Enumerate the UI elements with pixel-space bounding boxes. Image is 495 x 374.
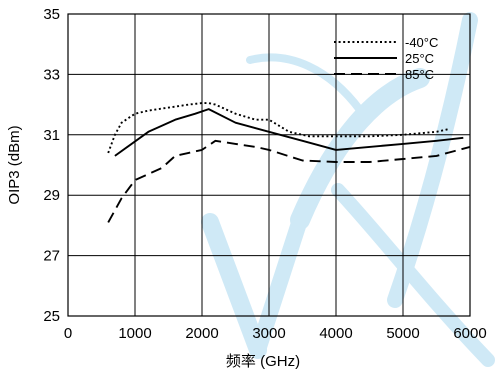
x-tick-label: 1000 bbox=[118, 325, 151, 342]
series-layer bbox=[107, 102, 471, 223]
x-tick-label: 3000 bbox=[252, 325, 285, 342]
x-axis-ticks: 0 1000 2000 3000 4000 5000 6000 bbox=[64, 325, 487, 342]
y-tick-label: 27 bbox=[43, 248, 60, 265]
x-tick-label: 0 bbox=[64, 325, 72, 342]
watermark-stroke bbox=[387, 12, 478, 308]
x-tick-label: 4000 bbox=[319, 325, 352, 342]
watermark-stroke bbox=[250, 212, 308, 358]
legend-label: 25°C bbox=[405, 51, 434, 66]
watermark-stroke bbox=[290, 68, 430, 230]
x-axis-label: 频率 (GHz) bbox=[226, 353, 300, 370]
x-tick-label: 2000 bbox=[185, 325, 218, 342]
y-axis-ticks: 25 27 29 31 33 35 bbox=[43, 6, 60, 325]
grid bbox=[68, 14, 470, 316]
background-watermark bbox=[201, 12, 495, 367]
watermark-stroke bbox=[201, 213, 267, 359]
plot-frame bbox=[67, 13, 471, 317]
watermark-stroke bbox=[246, 53, 364, 114]
series-line bbox=[114, 108, 464, 157]
y-tick-label: 25 bbox=[43, 308, 60, 325]
y-tick-label: 33 bbox=[43, 66, 60, 83]
y-tick-label: 31 bbox=[43, 127, 60, 144]
plot-area bbox=[67, 13, 471, 317]
y-tick-label: 35 bbox=[43, 6, 60, 23]
series-line bbox=[107, 102, 451, 154]
y-tick-label: 29 bbox=[43, 187, 60, 204]
y-axis-label: OIP3 (dBm) bbox=[6, 125, 23, 204]
legend-label: 85°C bbox=[405, 67, 434, 82]
legend-label: -40°C bbox=[405, 35, 438, 50]
x-tick-label: 5000 bbox=[386, 325, 419, 342]
x-tick-label: 6000 bbox=[453, 325, 486, 342]
legend: -40°C25°C85°C bbox=[334, 35, 438, 82]
